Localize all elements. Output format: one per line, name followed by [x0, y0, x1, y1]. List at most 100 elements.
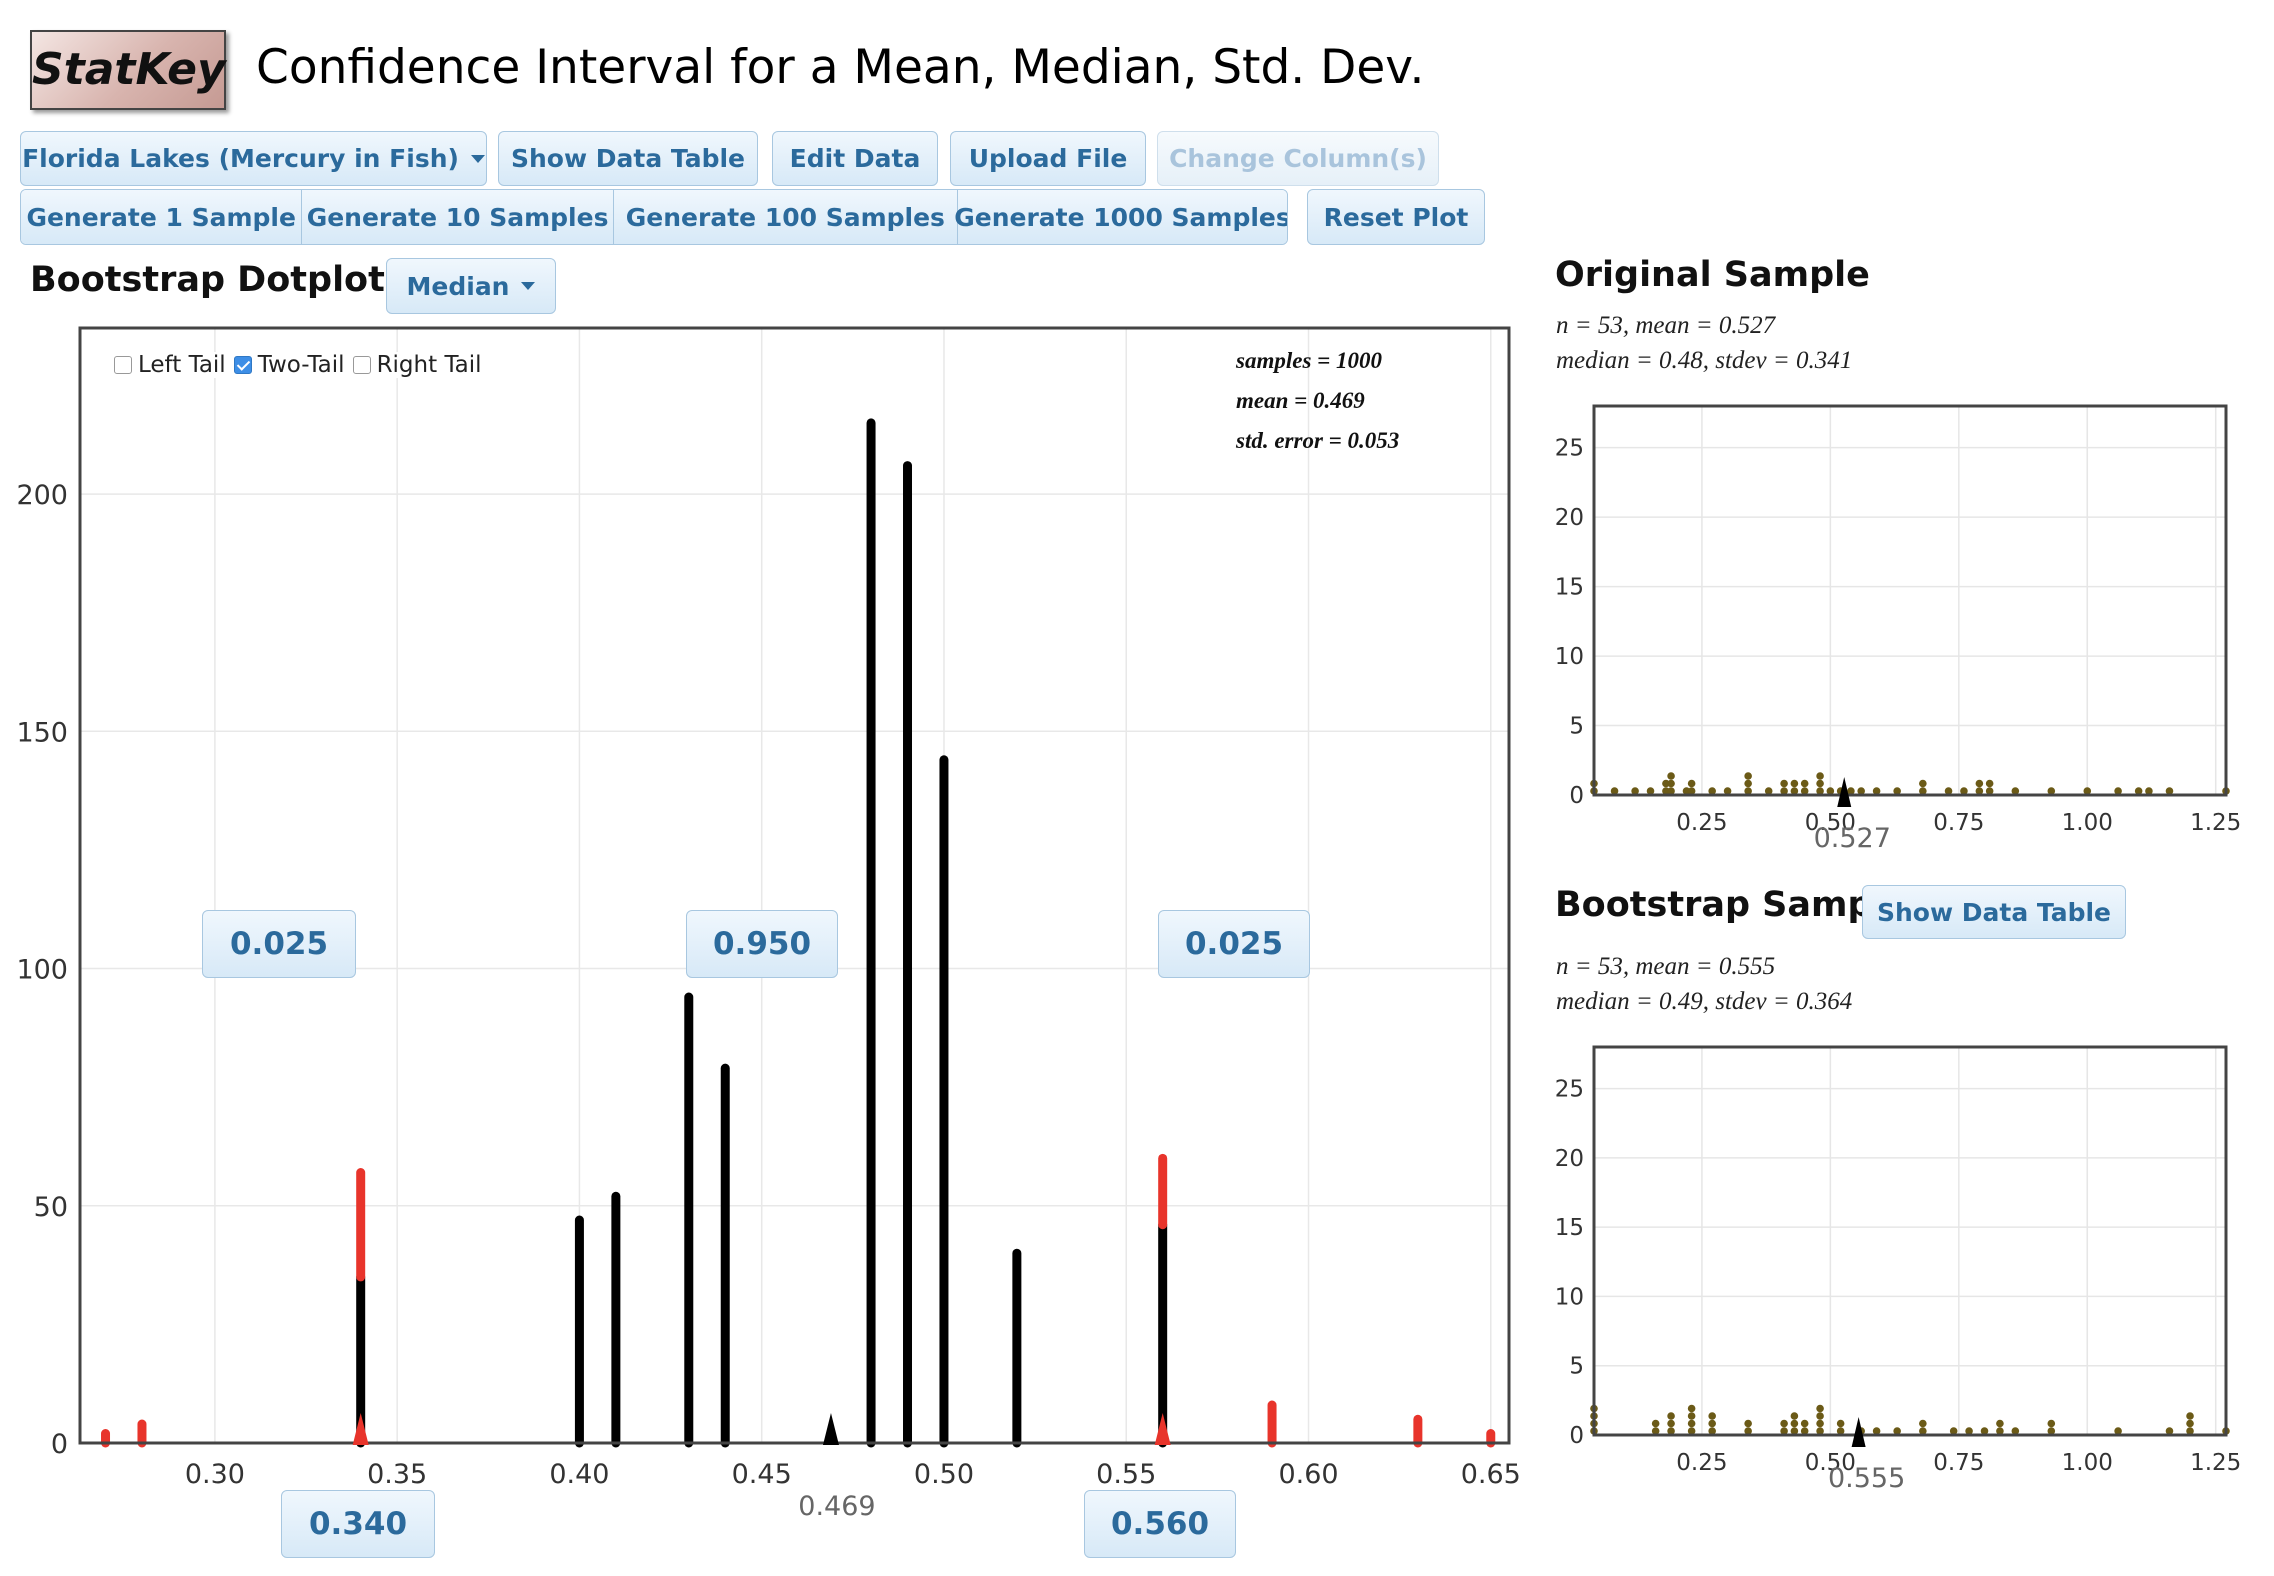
plot-border: [78, 326, 1511, 1445]
original-data-dot: [1687, 779, 1696, 788]
generate-10-samples-button[interactable]: Generate 10 Samples: [302, 190, 614, 244]
original-data-dot: [1816, 779, 1824, 788]
bootstrap-data-dot: [2047, 1427, 2056, 1435]
original-data-dot: [2083, 787, 2092, 795]
bootstrap-data-dot: [1708, 1412, 1716, 1420]
bootstrap-data-dot: [1708, 1427, 1716, 1435]
y-tick-label: 20: [1555, 1146, 1584, 1172]
bootstrap-data-dot: [1780, 1427, 1788, 1435]
original-data-dot: [1975, 779, 1984, 788]
bootstrap-data-dot: [1667, 1427, 1675, 1435]
original-data-dot: [1960, 787, 1968, 795]
dataset-dropdown[interactable]: Florida Lakes (Mercury in Fish): [20, 131, 487, 186]
x-tick-label: 1.25: [2190, 1450, 2240, 1476]
bootstrap-data-dot: [1836, 1419, 1845, 1428]
right-tail-proportion[interactable]: 0.025: [1158, 910, 1310, 978]
bootstrap-data-dot: [2114, 1427, 2122, 1435]
bootstrap-data-dot: [1980, 1427, 1989, 1435]
original-data-dot: [1872, 787, 1881, 795]
original-data-dot: [1919, 787, 1927, 795]
original-data-dot: [2145, 787, 2153, 795]
original-data-dot: [1744, 779, 1752, 788]
left-tail-checkbox[interactable]: [114, 356, 132, 374]
y-tick-label: 200: [16, 480, 68, 511]
x-tick-label: 0.50: [914, 1459, 974, 1490]
plot-area: [1594, 1047, 2226, 1435]
original-data-dot: [1857, 787, 1865, 795]
statistic-label: Median: [406, 271, 510, 301]
show-data-table-button[interactable]: Show Data Table: [498, 131, 758, 186]
bootstrap-data-dot: [1965, 1427, 1973, 1435]
bootstrap-data-dot: [1790, 1412, 1799, 1420]
generate-1000-samples-button[interactable]: Generate 1000 Samples: [954, 190, 1287, 244]
left-tail-proportion[interactable]: 0.025: [202, 910, 356, 978]
two-tail-label: Two-Tail: [257, 352, 345, 378]
change-columns-button[interactable]: Change Column(s): [1157, 131, 1439, 186]
bootstrap-data-dot: [1651, 1427, 1660, 1435]
reset-plot-button[interactable]: Reset Plot: [1307, 189, 1485, 245]
statkey-logo[interactable]: StatKey: [30, 30, 226, 110]
x-tick-label: 0.40: [549, 1459, 609, 1490]
x-tick-label: 0.30: [185, 1459, 245, 1490]
caret-down-icon: [470, 154, 485, 163]
original-data-dot: [1667, 772, 1675, 780]
x-tick-label: 1.25: [2190, 810, 2240, 836]
original-sample-heading: Original Sample: [1555, 255, 1870, 295]
y-tick-label: 50: [34, 1192, 68, 1223]
interval-marker: [352, 1413, 369, 1445]
middle-proportion[interactable]: 0.950: [686, 910, 838, 978]
bootstrap-data-dot: [1667, 1419, 1675, 1428]
bootstrap-sample-dotplot: 0.25 0.50 0.75 1.00 1.25 0 5 10 15 20 25 0.555: [1555, 1045, 2240, 1494]
bootstrap-data-dot: [1790, 1427, 1799, 1435]
right-tail-label: Right Tail: [376, 352, 482, 378]
original-data-dot: [2165, 787, 2174, 795]
original-data-dot: [1744, 772, 1752, 780]
plot-area: [1594, 406, 2226, 795]
lower-bound-box[interactable]: 0.340: [281, 1490, 435, 1558]
original-data-dot: [2114, 787, 2122, 795]
x-tick-label: 0.75: [1933, 810, 1984, 836]
bootstrap-data-dot: [2186, 1412, 2194, 1420]
bootstrap-data-dot: [1708, 1419, 1716, 1428]
edit-data-button[interactable]: Edit Data: [772, 131, 938, 186]
x-tick-label: 0.65: [1461, 1459, 1520, 1490]
upper-bound-box[interactable]: 0.560: [1084, 1490, 1236, 1558]
bootstrap-data-dot: [1800, 1427, 1809, 1435]
caret-down-icon: [521, 282, 536, 290]
x-tick-label: 0.45: [732, 1459, 792, 1490]
y-tick-label: 10: [1555, 1284, 1584, 1310]
y-tick-label: 150: [16, 717, 68, 748]
bootstrap-data-dot: [1744, 1419, 1752, 1428]
original-data-dot: [1790, 787, 1799, 795]
statistic-dropdown[interactable]: Median: [386, 258, 556, 314]
bootstrap-data-dot: [1687, 1404, 1696, 1413]
two-tail-checkbox[interactable]: [233, 356, 252, 374]
original-data-dot: [1610, 787, 1619, 795]
mean-marker: [1837, 777, 1852, 807]
generate-1-sample-button[interactable]: Generate 1 Sample: [21, 190, 303, 244]
original-data-dot: [1800, 779, 1809, 788]
original-data-dot: [2134, 787, 2143, 795]
original-data-dot: [1975, 787, 1984, 795]
bootstrap-data-dot: [1687, 1412, 1696, 1420]
left-tail-label: Left Tail: [138, 352, 226, 378]
bootstrap-data-dot: [1996, 1427, 2004, 1435]
x-tick-label: 0.25: [1676, 810, 1727, 836]
mean-marker: [1851, 1417, 1866, 1447]
bootstrap-show-data-table-button[interactable]: Show Data Table: [1862, 885, 2126, 939]
y-tick-label: 0: [51, 1429, 68, 1460]
original-data-dot: [1667, 779, 1675, 788]
bootstrap-data-dot: [1790, 1419, 1799, 1428]
generate-100-samples-button[interactable]: Generate 100 Samples: [613, 190, 958, 244]
original-sample-dotplot: 0.25 0.50 0.75 1.00 1.25 0 5 10 15 20 25 0.527: [1555, 404, 2240, 854]
original-data-dot: [1893, 787, 1901, 795]
upload-file-button[interactable]: Upload File: [950, 131, 1146, 186]
bootstrap-data-dot: [1687, 1427, 1696, 1435]
original-data-dot: [1667, 787, 1675, 795]
x-tick-label: 0.25: [1676, 1450, 1727, 1476]
bootstrap-data-dot: [2047, 1419, 2056, 1428]
bootstrap-data-dot: [1816, 1427, 1824, 1435]
original-data-dot: [1764, 787, 1773, 795]
right-tail-checkbox[interactable]: [352, 356, 371, 374]
original-data-dot: [1816, 787, 1824, 795]
